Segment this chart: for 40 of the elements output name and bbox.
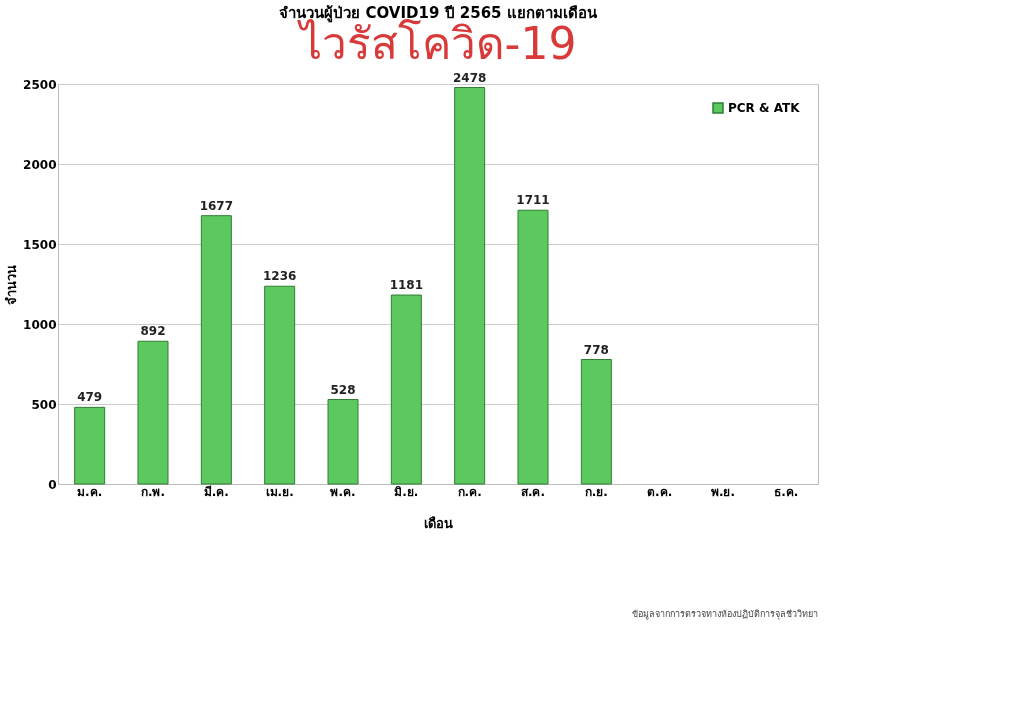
x-tick-label: ม.ค. <box>77 484 103 499</box>
y-tick-label: 1000 <box>23 317 57 332</box>
bar <box>137 340 169 485</box>
x-tick-label: ธ.ค. <box>774 484 799 499</box>
y-tick-label: 2500 <box>23 77 57 92</box>
x-axis-title: เดือน <box>424 515 453 531</box>
text: ข้อมูลจากการตรวจทางห้องปฏิบัติการจุลชีววิทยา <box>632 609 818 620</box>
data-label: 892 <box>140 324 166 339</box>
bar <box>517 209 549 485</box>
x-tick-label: ก.พ. <box>140 484 166 499</box>
bar <box>200 215 232 485</box>
bar <box>454 87 486 485</box>
y-axis-title: จำนวน <box>4 264 20 305</box>
data-label: 2478 <box>452 70 487 85</box>
data-label: 1711 <box>516 193 550 208</box>
x-tick-label: พ.ค. <box>330 484 356 499</box>
y-tick-label: 0 <box>48 477 57 492</box>
data-label: 778 <box>583 342 609 357</box>
x-tick-label: ส.ค. <box>520 484 546 499</box>
bar <box>580 359 612 485</box>
data-label: 479 <box>77 390 103 405</box>
x-tick-label: มี.ค. <box>203 484 229 499</box>
bar <box>74 406 106 485</box>
data-label: 1181 <box>389 278 424 293</box>
data-label: 1677 <box>199 198 234 213</box>
x-tick-label: ต.ค. <box>647 484 673 499</box>
data-label: 1236 <box>262 269 297 284</box>
x-tick-label: ก.ค. <box>457 484 482 499</box>
y-tick-label: 1500 <box>23 237 57 252</box>
y-tick-label: 2000 <box>23 157 57 172</box>
bar <box>327 399 359 485</box>
bar <box>390 294 422 485</box>
legend-label: PCR & ATK <box>728 101 801 115</box>
y-tick-label: 500 <box>31 397 57 412</box>
x-tick-label: เม.ย. <box>265 484 294 499</box>
x-tick-label: มิ.ย. <box>394 484 419 499</box>
x-tick-label: ก.ย. <box>584 484 608 499</box>
x-tick-label: พ.ย. <box>710 484 736 499</box>
bar <box>264 285 296 485</box>
data-label: 528 <box>330 382 356 397</box>
